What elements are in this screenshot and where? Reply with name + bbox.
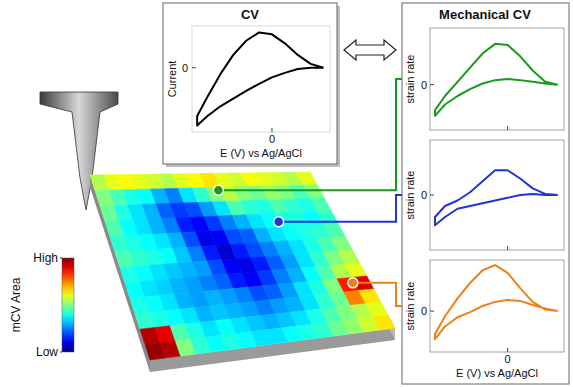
chart: 0 strain rate [404,140,564,250]
y-axis-title: strain rate [404,171,416,220]
plot-data [435,44,558,116]
colorbar-tick [60,258,62,259]
chart: 0 0 strain rate E (V) vs Ag/AgCl [404,260,564,379]
curve [435,170,558,225]
figure: High Low mCV Area 0 0 Current E (V) vs Ag/AgCl… [0,0,573,387]
leader-line [279,195,402,222]
colorbar-label: High [33,251,58,265]
colorbar-title: mCV Area [9,277,23,332]
chart: 0 0 Current E (V) vs Ag/AgCl CV [166,7,330,159]
x-tick [271,128,272,132]
y-axis-title: strain rate [404,282,416,331]
plot-frame [430,140,564,250]
heat-cell [359,289,381,304]
heat-cell [337,277,359,292]
leader-line [353,283,402,306]
heat-cell [296,172,317,185]
heat-cell [324,224,345,238]
y-tick-label: 0 [421,189,427,201]
heat-cell [345,263,367,277]
mcv-box [402,3,569,384]
heat-cell [338,250,360,264]
curve [435,44,558,116]
plot-data [197,32,323,125]
heat-cell [373,315,395,330]
plot-frame [430,260,564,352]
curve [435,265,558,339]
heat-cell [303,185,324,199]
y-tick [192,67,196,68]
x-tick-label: 0 [269,133,275,145]
y-tick [430,195,434,196]
plot-data [435,265,558,339]
heat-cell [317,211,338,225]
x-tick-label: 0 [505,353,511,365]
heat-cell [366,302,388,317]
x-tick [507,348,508,352]
leader-line [218,79,402,190]
afm-tip [40,92,118,210]
location-marker [274,217,284,227]
curve [197,32,323,125]
x-axis-title: E (V) vs Ag/AgCl [456,367,538,379]
chart: 0 strain rate Mechanical CV [404,7,564,130]
plot-data [435,170,558,225]
colorbar-label: Low [36,345,58,359]
x-tick [507,126,508,130]
cv-box [163,3,337,164]
x-axis-title: E (V) vs Ag/AgCl [220,147,302,159]
y-tick-label: 0 [182,62,188,74]
double-arrow [344,40,396,60]
y-tick [430,84,434,85]
plot-frame [192,26,330,132]
location-marker [348,278,358,288]
y-axis-title: strain rate [404,55,416,104]
y-tick-label: 0 [421,305,427,317]
y-tick [430,311,434,312]
heat-cell [331,237,353,251]
colorbar [62,258,74,352]
y-tick-label: 0 [421,79,427,91]
x-tick [507,246,508,250]
colorbar-tick [60,352,62,353]
title: CV [241,7,259,22]
y-axis-title: Current [166,61,178,98]
heat-cell [310,198,331,212]
heatmap [90,172,395,360]
title: Mechanical CV [439,7,531,22]
location-marker [213,185,223,195]
plot-frame [430,28,564,130]
